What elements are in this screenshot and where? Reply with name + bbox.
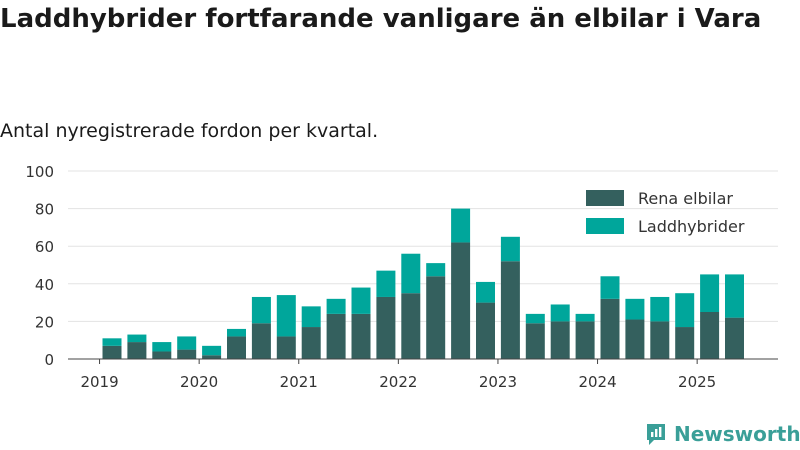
- bar-laddhybrider: [202, 345, 222, 356]
- bar-laddhybrider: [625, 298, 645, 320]
- y-tick-label: 40: [35, 276, 54, 294]
- bar-rena-elbilar: [251, 323, 271, 359]
- legend-label: Rena elbilar: [638, 189, 733, 208]
- bar-rena-elbilar: [152, 351, 172, 359]
- bar-rena-elbilar: [575, 321, 595, 359]
- bar-rena-elbilar: [177, 349, 197, 359]
- bar-laddhybrider: [600, 276, 620, 299]
- bar-laddhybrider: [351, 287, 371, 314]
- bar-rena-elbilar: [102, 345, 122, 359]
- y-tick-label: 100: [25, 163, 54, 181]
- bar-rena-elbilar: [351, 313, 371, 359]
- brand-logo[interactable]: Newsworthy: [645, 421, 800, 447]
- x-tick-label: 2025: [678, 373, 716, 391]
- chart-title: Laddhybrider fortfarande vanligare än el…: [0, 4, 762, 34]
- x-tick-label: 2023: [479, 373, 517, 391]
- bar-laddhybrider: [251, 296, 271, 324]
- y-tick-label: 0: [44, 351, 54, 369]
- bar-laddhybrider: [451, 208, 471, 243]
- x-tick-label: 2019: [80, 373, 118, 391]
- bar-laddhybrider: [700, 274, 720, 312]
- bar-rena-elbilar: [500, 261, 520, 359]
- bar-laddhybrider: [675, 293, 695, 328]
- bar-laddhybrider: [276, 295, 296, 337]
- bar-rena-elbilar: [550, 321, 570, 359]
- y-tick-label: 60: [35, 238, 54, 256]
- bar-rena-elbilar: [127, 342, 147, 359]
- x-tick-label: 2024: [578, 373, 616, 391]
- bar-laddhybrider: [401, 253, 421, 294]
- bar-rena-elbilar: [600, 298, 620, 359]
- bar-rena-elbilar: [675, 327, 695, 359]
- bar-laddhybrider: [376, 270, 396, 297]
- legend-label: Laddhybrider: [638, 217, 745, 236]
- bar-rena-elbilar: [202, 355, 222, 359]
- bar-rena-elbilar: [326, 313, 346, 359]
- bar-rena-elbilar: [227, 336, 246, 359]
- newsworthy-logo-icon: [647, 424, 665, 445]
- bar-laddhybrider: [227, 328, 246, 337]
- bar-laddhybrider: [725, 274, 744, 318]
- legend-swatch: [586, 218, 624, 234]
- bar-laddhybrider: [550, 304, 570, 322]
- bar-rena-elbilar: [625, 319, 645, 359]
- bar-rena-elbilar: [376, 296, 396, 359]
- bar-rena-elbilar: [301, 327, 321, 359]
- bar-laddhybrider: [650, 296, 670, 322]
- bar-laddhybrider: [476, 281, 495, 303]
- x-tick-label: 2021: [280, 373, 318, 391]
- bar-laddhybrider: [301, 306, 321, 328]
- bar-laddhybrider: [127, 334, 147, 343]
- bar-rena-elbilar: [401, 293, 421, 359]
- bar-laddhybrider: [525, 313, 545, 324]
- bar-laddhybrider: [102, 338, 122, 346]
- bar-rena-elbilar: [700, 312, 720, 359]
- x-tick-label: 2020: [180, 373, 218, 391]
- bar-rena-elbilar: [476, 302, 495, 359]
- chart-subtitle: Antal nyregistrerade fordon per kvartal.: [0, 120, 379, 142]
- bar-rena-elbilar: [276, 336, 296, 359]
- bar-laddhybrider: [326, 298, 346, 314]
- brand-name: Newsworthy: [674, 422, 800, 446]
- bar-laddhybrider: [500, 236, 520, 262]
- bar-rena-elbilar: [725, 317, 744, 359]
- bar-rena-elbilar: [426, 276, 446, 359]
- bar-laddhybrider: [575, 313, 595, 322]
- bar-rena-elbilar: [451, 242, 471, 359]
- bar-rena-elbilar: [650, 321, 670, 359]
- y-tick-label: 80: [35, 201, 54, 219]
- bar-laddhybrider: [152, 342, 172, 352]
- y-tick-label: 20: [35, 313, 54, 331]
- bar-rena-elbilar: [525, 323, 545, 359]
- bar-laddhybrider: [177, 336, 197, 350]
- bar-laddhybrider: [426, 263, 446, 277]
- legend-swatch: [586, 190, 624, 206]
- x-tick-label: 2022: [379, 373, 417, 391]
